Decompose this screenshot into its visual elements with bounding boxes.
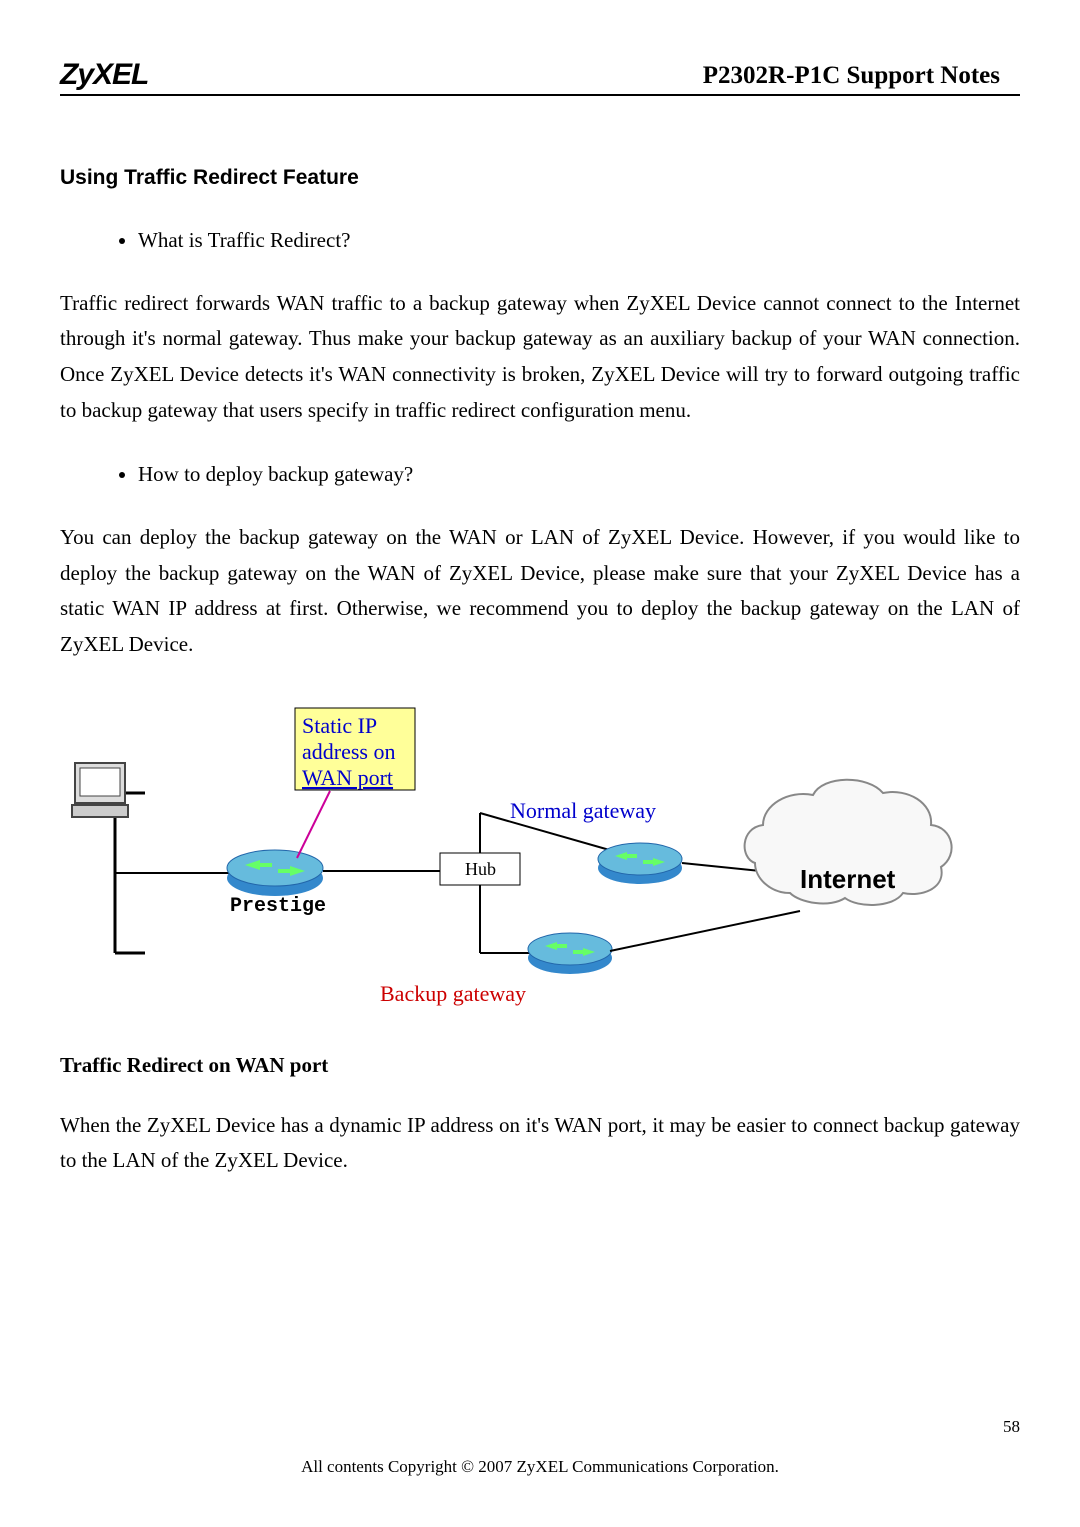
prestige-router-icon — [227, 850, 323, 896]
callout-line — [297, 791, 330, 858]
pc-icon — [72, 763, 128, 817]
backup-gateway-label: Backup gateway — [380, 981, 526, 1006]
section-heading: Using Traffic Redirect Feature — [60, 166, 1020, 190]
network-diagram: Prestige Static IP address on WAN port H… — [60, 693, 1020, 1013]
paragraph-3: When the ZyXEL Device has a dynamic IP a… — [60, 1108, 1020, 1179]
brand-logo: ZyXEL — [60, 60, 148, 90]
internet-label: Internet — [800, 864, 896, 894]
page-number: 58 — [1003, 1417, 1020, 1437]
normal-gateway-label: Normal gateway — [510, 798, 656, 823]
subheading-wan-port: Traffic Redirect on WAN port — [60, 1053, 1020, 1078]
page-header: ZyXEL P2302R-P1C Support Notes — [60, 60, 1020, 96]
static-ip-l1: Static IP — [302, 713, 377, 738]
backup-gateway-router-icon — [528, 933, 612, 974]
document-title: P2302R-P1C Support Notes — [703, 62, 1020, 90]
hub-label: Hub — [465, 859, 496, 879]
paragraph-2: You can deploy the backup gateway on the… — [60, 520, 1020, 663]
bullet-what-is: What is Traffic Redirect? — [138, 224, 1020, 258]
bullet-how-to-deploy: How to deploy backup gateway? — [138, 458, 1020, 492]
static-ip-l3: WAN port — [302, 765, 393, 790]
prestige-label: Prestige — [230, 895, 326, 918]
static-ip-l2: address on — [302, 739, 395, 764]
paragraph-1: Traffic redirect forwards WAN traffic to… — [60, 286, 1020, 429]
normal-gateway-router-icon — [598, 843, 682, 884]
page-footer: All contents Copyright © 2007 ZyXEL Comm… — [0, 1457, 1080, 1477]
